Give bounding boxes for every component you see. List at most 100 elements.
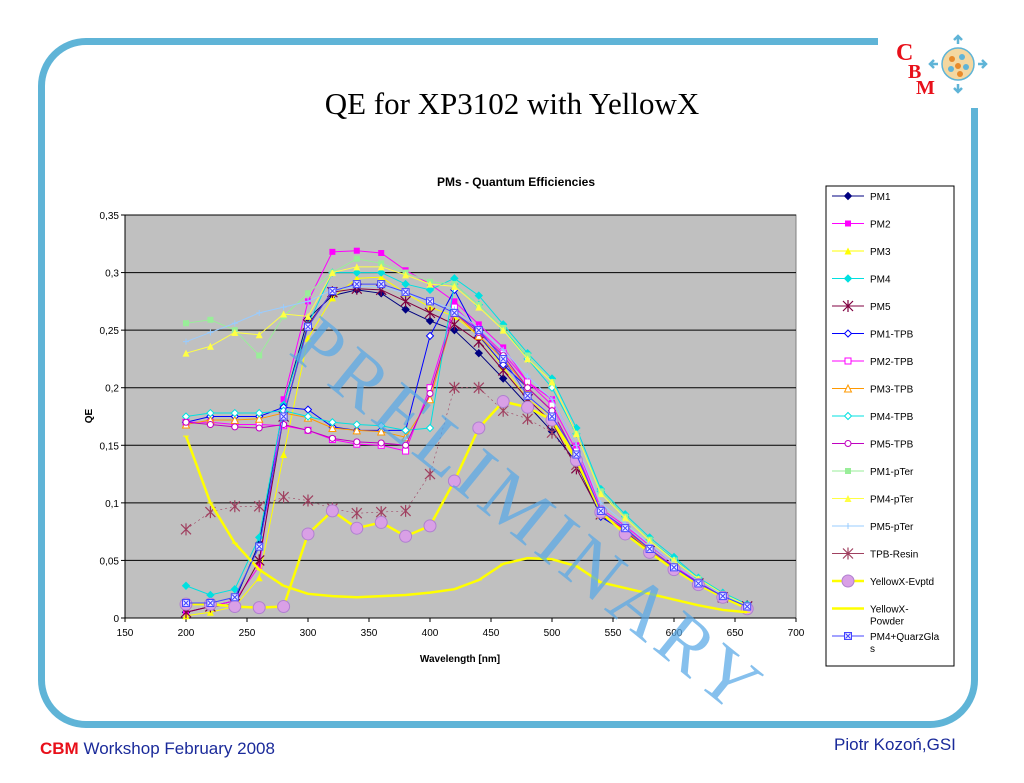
data-point xyxy=(549,396,555,403)
legend-label: PM5-pTer xyxy=(870,522,914,533)
legend-item: PM4-pTer xyxy=(832,495,914,506)
series-pm4-pter xyxy=(182,263,751,609)
data-point xyxy=(400,504,412,517)
data-point xyxy=(182,418,190,426)
data-point xyxy=(231,328,239,336)
data-point xyxy=(448,318,460,331)
data-point xyxy=(425,423,435,433)
data-point xyxy=(256,309,263,316)
data-point xyxy=(475,321,482,328)
legend-label: PM4+QuarzGla xyxy=(870,632,940,643)
series-line xyxy=(185,266,748,606)
data-point xyxy=(376,421,386,430)
data-point xyxy=(329,248,336,255)
data-point xyxy=(228,599,242,613)
legend-item: PM1-pTer xyxy=(832,467,914,478)
data-point xyxy=(304,426,312,434)
data-point xyxy=(842,300,854,312)
data-point xyxy=(524,384,532,392)
legend-label: Powder xyxy=(870,617,905,628)
x-tick-label: 450 xyxy=(483,628,500,639)
data-point xyxy=(352,425,362,435)
y-axis-label: QE xyxy=(84,408,95,423)
data-point xyxy=(548,412,556,421)
y-tick-label: 0,25 xyxy=(100,326,120,337)
legend-item: YellowX-Evptd xyxy=(832,574,934,588)
data-point xyxy=(447,474,461,488)
y-tick-label: 0,3 xyxy=(105,269,119,280)
x-tick-label: 700 xyxy=(788,628,805,639)
data-point xyxy=(472,421,486,435)
data-point xyxy=(255,424,263,432)
data-point xyxy=(522,412,534,425)
data-point xyxy=(377,439,385,447)
y-tick-label: 0,05 xyxy=(100,556,120,567)
data-point xyxy=(350,521,364,535)
data-point xyxy=(743,602,752,611)
data-point xyxy=(229,500,241,513)
legend-label: PM4-TPB xyxy=(870,412,914,423)
data-point xyxy=(621,514,629,522)
data-point xyxy=(499,354,508,363)
data-point xyxy=(303,412,313,421)
x-tick-label: 200 xyxy=(178,628,195,639)
data-point xyxy=(843,329,853,338)
data-point xyxy=(305,290,311,297)
slide-title: QE for XP3102 with YellowX xyxy=(324,86,700,121)
legend-item: TPB-Resin xyxy=(832,547,918,561)
data-point xyxy=(425,331,435,341)
data-point xyxy=(426,280,434,288)
data-point xyxy=(328,286,337,295)
data-point xyxy=(231,423,239,431)
data-point xyxy=(352,420,362,429)
data-point xyxy=(424,306,436,319)
data-point xyxy=(353,263,361,271)
data-point xyxy=(572,450,581,459)
data-point xyxy=(183,338,189,345)
data-point xyxy=(401,426,410,435)
y-tick-label: 0,2 xyxy=(105,384,119,395)
data-point xyxy=(843,411,853,421)
x-tick-label: 250 xyxy=(239,628,256,639)
data-point xyxy=(206,342,214,350)
logo-letter-m: M xyxy=(916,77,935,98)
x-tick-label: 400 xyxy=(422,628,439,639)
data-point xyxy=(353,274,361,282)
data-point xyxy=(845,523,851,529)
logo-arrows-icon xyxy=(928,34,988,94)
footer-brand: CBM xyxy=(40,739,79,758)
data-point xyxy=(254,408,264,418)
legend-label: PM3 xyxy=(870,247,891,258)
data-point xyxy=(450,282,458,290)
data-point xyxy=(325,504,339,518)
data-point xyxy=(499,326,507,334)
data-point xyxy=(256,352,263,359)
data-point xyxy=(253,554,265,567)
data-point xyxy=(425,316,435,326)
data-point xyxy=(230,593,239,602)
data-point xyxy=(694,579,703,588)
data-point xyxy=(498,374,508,383)
legend-item: YellowX-Powder xyxy=(832,605,909,628)
data-point xyxy=(206,421,214,429)
data-point xyxy=(252,601,266,615)
data-point xyxy=(304,322,312,331)
data-point xyxy=(253,500,265,513)
data-point xyxy=(254,414,264,423)
data-point xyxy=(279,412,288,421)
legend-label: PM1-pTer xyxy=(870,467,914,478)
data-point xyxy=(473,381,485,394)
data-point xyxy=(399,529,413,543)
data-point xyxy=(182,599,190,608)
data-point xyxy=(524,373,531,380)
data-point xyxy=(401,432,410,442)
data-point xyxy=(353,255,360,262)
legend-item: PM1 xyxy=(832,191,891,203)
data-point xyxy=(448,381,460,394)
y-tick-label: 0,15 xyxy=(100,441,120,452)
series-yellowx-powder xyxy=(183,435,751,614)
data-point xyxy=(206,408,215,418)
data-point xyxy=(180,523,192,536)
legend-label: PM1 xyxy=(870,192,891,203)
x-tick-label: 600 xyxy=(666,628,683,639)
